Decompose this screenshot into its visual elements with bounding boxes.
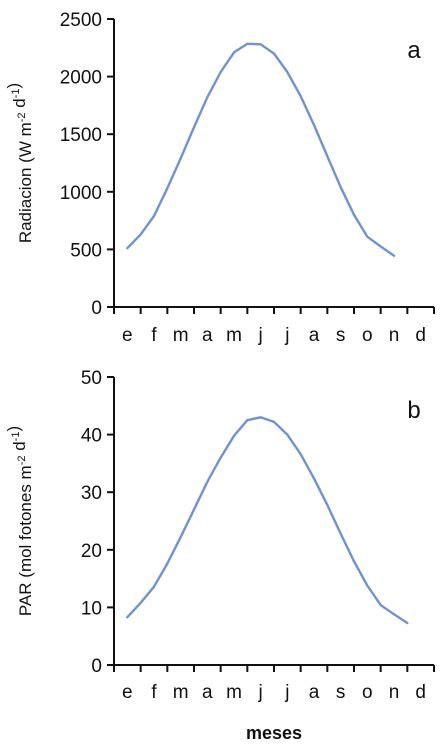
x-tick-label: s [336,682,346,703]
y-tick-label: 20 [81,541,102,562]
x-tick-label: a [202,682,213,703]
y-tick-label: 40 [81,426,102,447]
x-tick-label: m [173,682,189,703]
x-tick-label: d [415,325,426,346]
y-tick-label: 50 [81,368,102,389]
x-tick-label: a [309,325,320,346]
series-line [126,42,396,257]
x-tick-label: a [202,325,213,346]
y-tick-label: 0 [91,298,102,319]
x-tick-label: f [151,325,157,346]
x-tick-label: d [415,682,426,703]
x-tick-label: n [389,682,400,703]
x-tick-label: m [173,325,189,346]
panel-letter: a [407,37,421,64]
y-axis-label: Radiacion (W m-2 d-1) [4,83,35,243]
y-tick-label: 2500 [60,10,102,31]
x-tick-label: a [309,682,320,703]
y-tick-label: 0 [91,656,102,677]
y-tick-label: 2000 [60,68,102,89]
x-tick-label: m [226,325,242,346]
x-tick-label: j [284,682,289,703]
y-tick-label: 10 [81,598,102,619]
x-tick-label: e [122,682,133,703]
y-tick-label: 1500 [60,125,102,146]
x-tick-label: j [258,682,263,703]
panel-letter: b [407,397,420,424]
x-tick-label: f [151,682,157,703]
series-line [126,416,409,625]
y-tick-label: 30 [81,483,102,504]
x-tick-label: m [226,682,242,703]
x-axis-label: meses [246,723,302,743]
x-tick-label: j [284,325,289,346]
y-tick-label: 1000 [60,183,102,204]
x-tick-label: o [362,682,373,703]
y-axis-label: PAR (mol fotones m-2 d-1) [4,426,35,616]
x-tick-label: o [362,325,373,346]
x-tick-label: s [336,325,346,346]
x-tick-label: n [389,325,400,346]
x-tick-label: e [122,325,133,346]
y-tick-label: 500 [70,240,102,261]
x-tick-label: j [258,325,263,346]
